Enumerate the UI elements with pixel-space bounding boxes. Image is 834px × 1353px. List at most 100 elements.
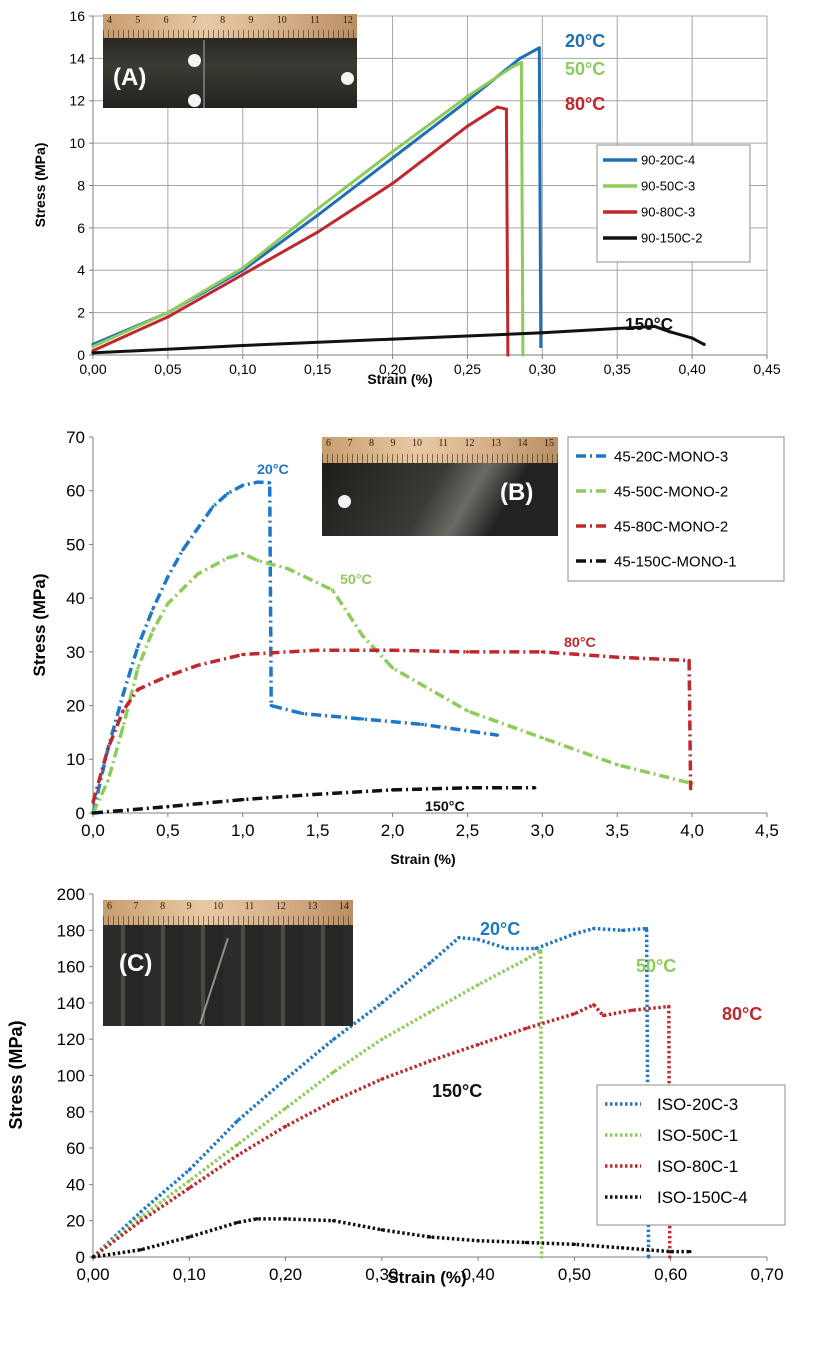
data-point	[537, 46, 541, 50]
y-tick-label: 80	[66, 1103, 85, 1122]
data-point	[380, 1001, 384, 1005]
y-tick-label: 120	[57, 1030, 85, 1049]
data-point	[166, 805, 170, 809]
data-point	[391, 666, 395, 670]
temperature-annotation: 20°C	[565, 31, 605, 51]
x-tick-label: 0,40	[462, 1265, 495, 1284]
panel-label: (A)	[113, 64, 147, 91]
temperature-annotation: 150°C	[432, 1081, 482, 1101]
data-point	[136, 644, 140, 649]
data-point	[121, 693, 125, 697]
temperature-annotation: 150°C	[425, 799, 465, 815]
data-point	[391, 337, 395, 341]
data-point	[540, 650, 544, 654]
data-point	[139, 1215, 143, 1219]
legend-entry: 45-20C-MONO-3	[614, 448, 728, 465]
legend-entry: ISO-20C-3	[657, 1095, 738, 1114]
ruler-number: 7	[133, 901, 139, 912]
ruler-number: 9	[186, 901, 192, 912]
x-tick-label: 0,10	[173, 1265, 206, 1284]
y-tick-label: 180	[57, 921, 85, 940]
data-point	[653, 324, 657, 328]
data-point	[241, 798, 245, 802]
series-line-45-20C-MONO-3	[91, 480, 498, 814]
series-line-45-80C-MONO-2	[91, 648, 693, 803]
x-tick-label: 0,70	[750, 1265, 783, 1284]
specimen-hole	[188, 94, 201, 107]
data-point	[226, 556, 230, 560]
data-point	[669, 1250, 673, 1254]
specimen-hole	[188, 54, 201, 67]
x-tick-label: 3,5	[605, 821, 629, 840]
legend-entry: 90-20C-4	[641, 153, 695, 168]
data-point	[391, 648, 395, 652]
data-point	[615, 655, 619, 659]
ruler-strip: 4 5 6 7 8 9 10 11 12	[103, 14, 357, 39]
legend-entry: 45-80C-MONO-2	[614, 518, 728, 535]
ruler-number: 7	[191, 15, 197, 26]
data-point	[151, 628, 155, 633]
data-point	[316, 230, 320, 234]
data-point	[495, 105, 499, 109]
data-point	[476, 983, 480, 987]
panel-label: (C)	[119, 950, 153, 977]
data-point	[284, 1106, 288, 1110]
ruler-strip: 6 7 8 9 10 11 12 13 14	[103, 900, 353, 926]
data-point	[235, 1142, 239, 1147]
ruler-number: 11	[244, 901, 255, 912]
temperature-annotation: 50°C	[565, 59, 605, 79]
data-point	[465, 650, 469, 654]
data-point	[241, 266, 245, 270]
specimen-image	[103, 925, 353, 1026]
data-point	[428, 1059, 432, 1063]
data-point	[235, 1153, 239, 1157]
x-tick-label: 0,25	[454, 361, 481, 377]
data-point	[688, 1250, 692, 1254]
data-point	[332, 1219, 336, 1223]
data-point	[465, 709, 469, 713]
data-point	[534, 946, 538, 951]
ruler-number: 10	[411, 438, 422, 449]
x-tick-label: 0,0	[81, 821, 105, 840]
data-point	[428, 1235, 432, 1239]
x-tick-label: 0,00	[76, 1265, 109, 1284]
ruler-number: 4	[107, 15, 112, 26]
y-tick-label: 30	[66, 643, 85, 662]
data-point	[428, 1010, 432, 1014]
data-point	[332, 1070, 336, 1074]
data-point	[668, 330, 672, 334]
series-line-90-150C-2	[92, 324, 705, 355]
ruler-number: 15	[544, 438, 554, 449]
data-point	[121, 709, 125, 713]
data-point	[121, 725, 125, 729]
data-point	[687, 658, 691, 663]
data-point	[106, 746, 110, 751]
legend-entry: 45-150C-MONO-1	[614, 553, 737, 570]
y-tick-label: 20	[66, 1212, 85, 1231]
series-line-ISO-150C-4	[92, 1217, 690, 1259]
ruler-number: 14	[338, 901, 349, 912]
data-point	[91, 1255, 95, 1259]
data-point	[284, 1217, 288, 1221]
y-tick-label: 60	[66, 482, 85, 501]
ruler-number: 11	[438, 438, 449, 449]
data-point	[476, 1239, 480, 1243]
ruler-ticks	[103, 29, 357, 39]
x-tick-label: 0,10	[229, 361, 256, 377]
data-point	[524, 1240, 528, 1245]
data-point	[518, 56, 522, 61]
x-tick-label: 0,30	[529, 361, 556, 377]
data-point	[332, 1099, 336, 1103]
y-tick-label: 10	[69, 135, 85, 151]
data-point	[187, 1179, 191, 1183]
data-point	[256, 480, 260, 484]
data-point	[166, 674, 170, 678]
y-tick-label: 100	[57, 1066, 85, 1085]
legend-entry: 90-80C-3	[641, 205, 695, 220]
data-point	[196, 526, 200, 530]
ruler-number: 6	[107, 901, 112, 912]
x-tick-label: 0,35	[604, 361, 631, 377]
data-point	[268, 481, 272, 485]
y-tick-label: 40	[66, 1175, 85, 1194]
data-point	[540, 331, 544, 335]
